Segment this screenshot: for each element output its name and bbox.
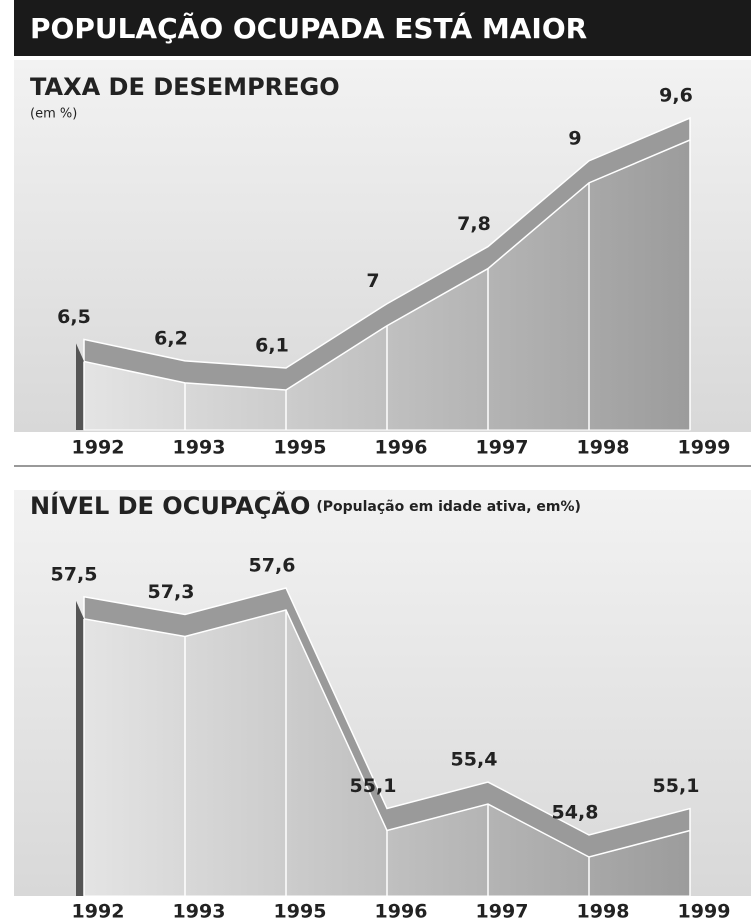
chart-title: NÍVEL DE OCUPAÇÃO xyxy=(30,491,310,520)
x-tick-label: 1992 xyxy=(72,901,125,923)
value-label: 6,2 xyxy=(154,327,188,349)
value-label: 57,5 xyxy=(51,563,98,585)
x-tick-label: 1996 xyxy=(375,901,428,923)
value-label: 57,6 xyxy=(249,555,296,577)
value-label: 55,1 xyxy=(653,775,700,797)
value-label: 7,8 xyxy=(457,213,491,235)
x-tick-label: 1995 xyxy=(274,901,327,923)
value-label: 6,1 xyxy=(255,335,289,357)
x-tick-label: 1998 xyxy=(577,901,630,923)
x-tick-label: 1999 xyxy=(678,437,731,459)
x-tick-label: 1996 xyxy=(375,437,428,459)
x-tick-label: 1997 xyxy=(476,437,529,459)
x-tick-label: 1993 xyxy=(173,437,226,459)
x-tick-label: 1993 xyxy=(173,901,226,923)
value-label: 57,3 xyxy=(148,581,195,603)
x-tick-label: 1995 xyxy=(274,437,327,459)
value-label: 9 xyxy=(568,127,581,149)
area-side xyxy=(76,601,84,896)
value-label: 9,6 xyxy=(659,85,693,107)
value-label: 54,8 xyxy=(552,802,599,824)
x-tick-label: 1999 xyxy=(678,901,731,923)
chart-subtitle: (em %) xyxy=(30,107,77,122)
value-label: 7 xyxy=(366,270,379,292)
chart-subtitle: (População em idade ativa, em%) xyxy=(316,499,581,515)
x-tick-label: 1992 xyxy=(72,437,125,459)
x-tick-label: 1998 xyxy=(577,437,630,459)
chart-title: TAXA DE DESEMPREGO xyxy=(30,73,340,101)
infographic: POPULAÇÃO OCUPADA ESTÁ MAIOR TAXA DE DES… xyxy=(0,0,751,923)
value-label: 6,5 xyxy=(57,306,91,328)
header-title: POPULAÇÃO OCUPADA ESTÁ MAIOR xyxy=(30,11,587,45)
x-tick-label: 1997 xyxy=(476,901,529,923)
value-label: 55,1 xyxy=(350,775,397,797)
value-label: 55,4 xyxy=(451,749,498,771)
